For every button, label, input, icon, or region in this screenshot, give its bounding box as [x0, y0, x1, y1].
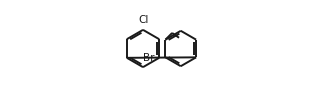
- Text: Br: Br: [143, 53, 155, 63]
- Text: Cl: Cl: [139, 15, 149, 25]
